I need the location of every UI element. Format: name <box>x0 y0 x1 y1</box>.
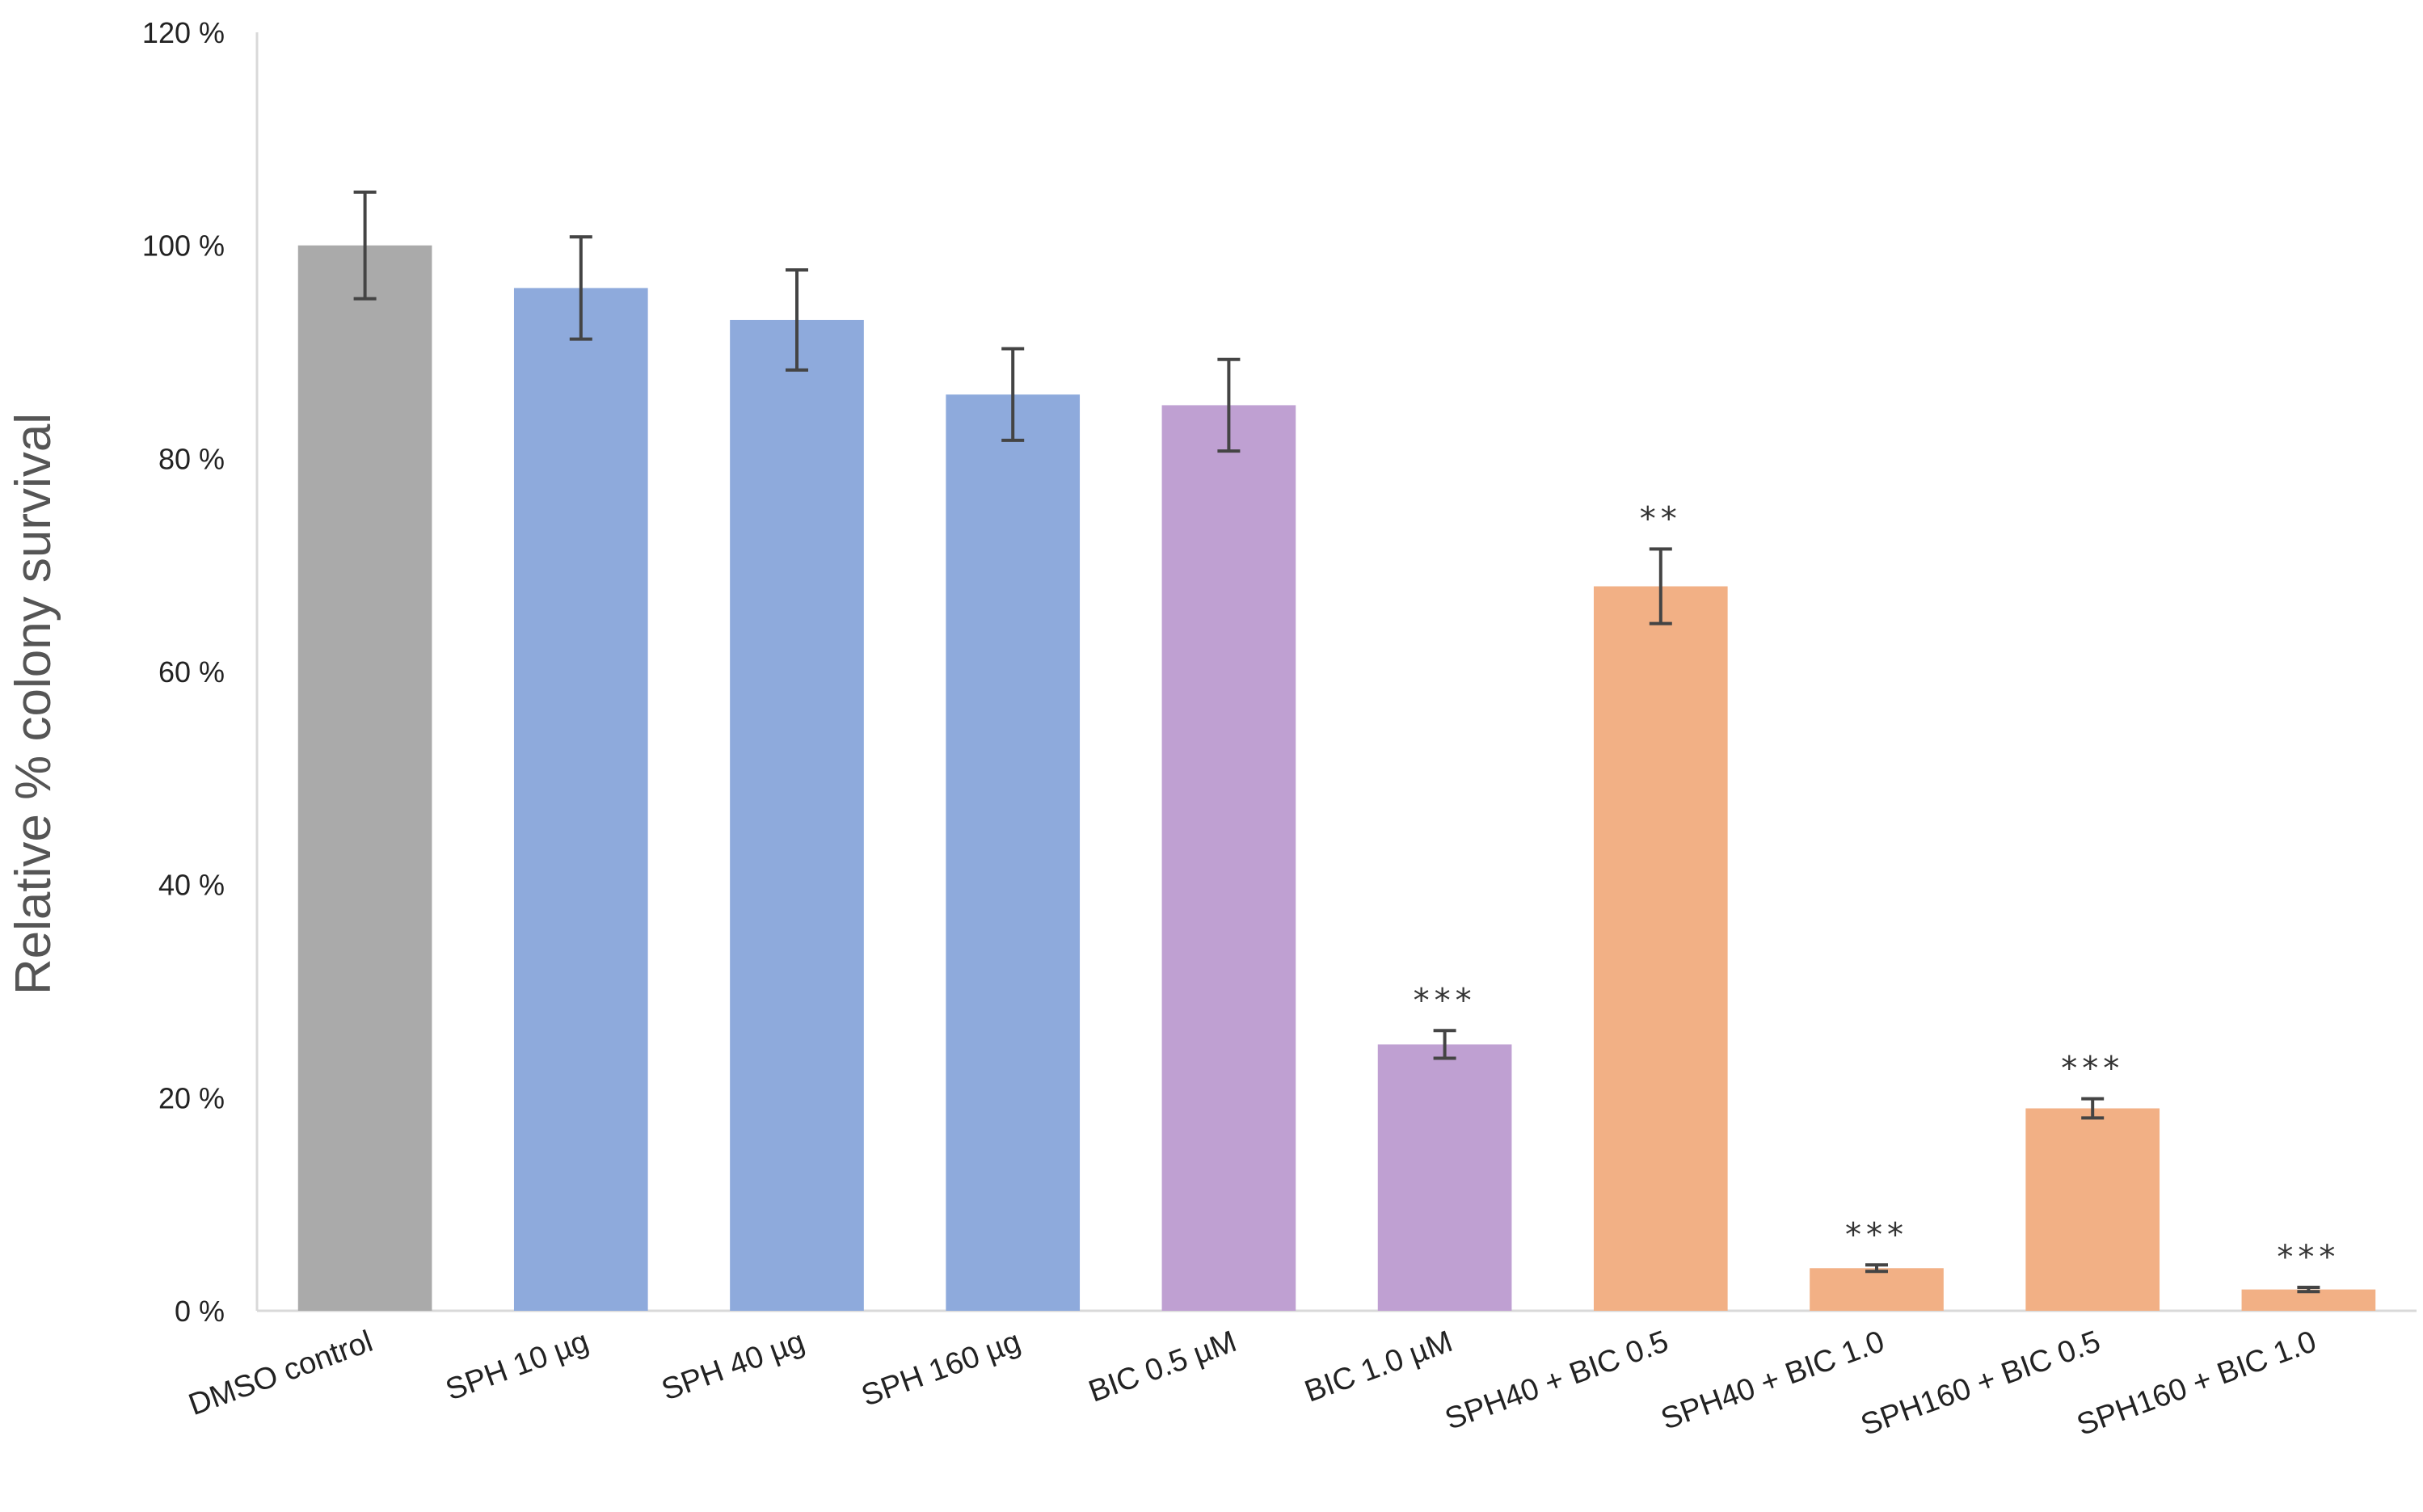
significance-marker: *** <box>2277 1239 2340 1276</box>
y-tick-label: 100 % <box>142 230 225 263</box>
x-tick-label: BIC 1.0 µM <box>1300 1325 1457 1409</box>
x-tick-label: SPH 160 µg <box>858 1325 1026 1413</box>
x-tick-label: SPH160 + BIC 1.0 <box>2072 1325 2320 1443</box>
significance-markers: ************** <box>1414 500 2340 1276</box>
bar <box>946 394 1081 1311</box>
bar <box>1810 1268 1944 1311</box>
bar <box>1161 405 1296 1312</box>
bar <box>513 288 648 1311</box>
significance-marker: ** <box>1640 500 1682 537</box>
significance-marker: *** <box>1414 982 1477 1019</box>
x-tick-label: SPH 40 µg <box>657 1325 809 1408</box>
x-tick-label: DMSO control <box>184 1325 377 1422</box>
x-tick-label: SPH40 + BIC 0.5 <box>1441 1325 1673 1437</box>
y-tick-label: 20 % <box>158 1081 225 1114</box>
bar <box>2025 1108 2160 1311</box>
y-tick-label: 0 % <box>175 1295 225 1328</box>
y-tick-label: 40 % <box>158 869 225 902</box>
x-tick-label: SPH40 + BIC 1.0 <box>1657 1325 1889 1437</box>
bar <box>1593 586 1728 1311</box>
x-tick-label: SPH 10 µg <box>441 1325 593 1408</box>
bar-series <box>297 245 2376 1312</box>
significance-marker: *** <box>2061 1051 2124 1088</box>
y-axis-ticks: 0 % 20 % 40 % 60 % 80 % 100 % 120 % <box>142 16 225 1328</box>
y-tick-label: 120 % <box>142 16 225 49</box>
y-axis-title: Relative % colony survival <box>6 413 61 995</box>
error-bars <box>353 190 2320 1294</box>
x-tick-label: BIC 0.5 µM <box>1085 1325 1241 1409</box>
y-tick-label: 80 % <box>158 442 225 475</box>
x-tick-label: SPH160 + BIC 0.5 <box>1856 1325 2105 1443</box>
significance-marker: *** <box>1845 1216 1908 1253</box>
bar <box>1377 1044 1512 1311</box>
bar <box>297 245 432 1312</box>
x-axis-category-labels: DMSO control SPH 10 µg SPH 40 µg SPH 160 µg… <box>184 1325 2320 1443</box>
y-tick-label: 60 % <box>158 655 225 689</box>
bar <box>730 319 864 1312</box>
